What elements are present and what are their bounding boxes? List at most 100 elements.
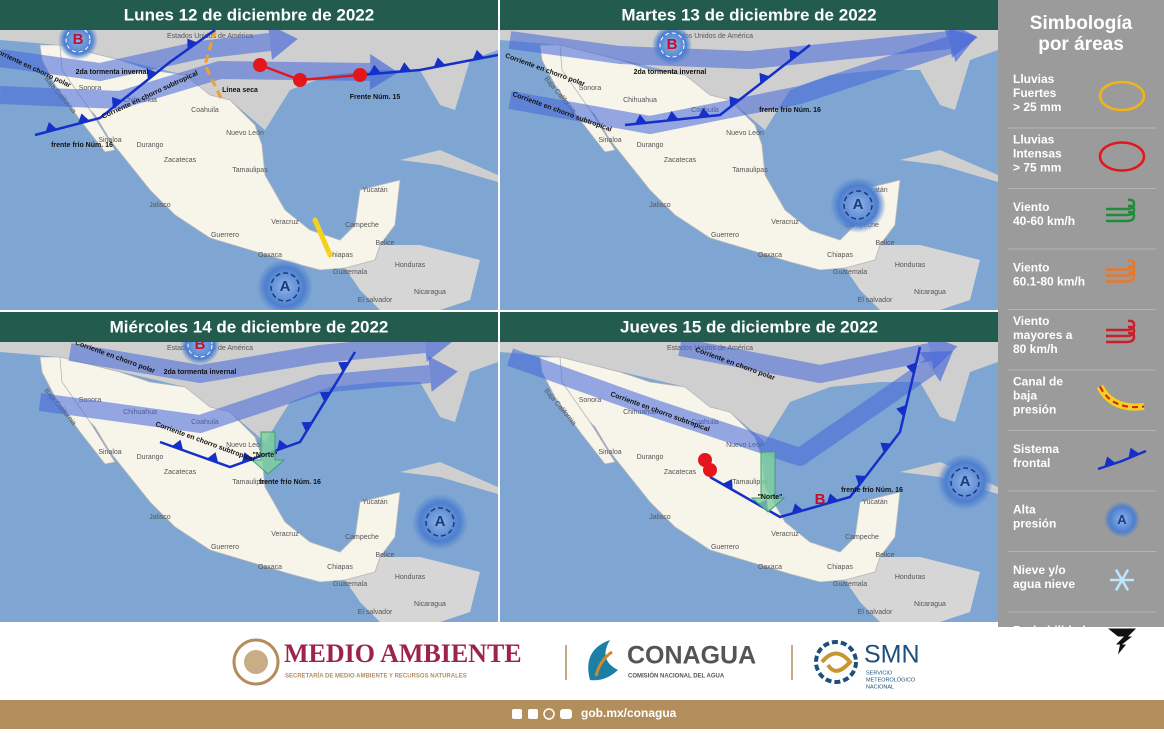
pressure-letter: B (195, 336, 206, 353)
legend-label: Viento (1013, 314, 1049, 328)
map-label: Nuevo León (726, 130, 764, 137)
annotation: frente frío Núm. 16 (759, 107, 821, 114)
us-land (0, 30, 498, 130)
panel-title: Jueves 15 de diciembre de 2022 (620, 317, 878, 336)
legend-label: Viento (1013, 200, 1049, 214)
map-label: Oaxaca (258, 252, 282, 259)
pressure-letter: A (435, 513, 446, 530)
legend-label: 40-60 km/h (1013, 214, 1075, 228)
legend-label: Probabilidad (1013, 624, 1086, 638)
map-label: Guatemala (833, 581, 867, 588)
front-triangle (472, 49, 485, 60)
front-triangle (369, 64, 381, 75)
map-label: Yucatán (862, 499, 887, 506)
social-icons (512, 708, 572, 720)
front-triangle (698, 107, 711, 118)
land (400, 150, 498, 182)
map-label: Guerrero (211, 232, 239, 239)
footer-url: gob.mx/conagua (581, 706, 677, 720)
map-label: Durango (137, 142, 164, 149)
wind-icon (1106, 331, 1136, 344)
front-triangle (301, 421, 313, 433)
semarnat-sub: SECRETARÍA DE MEDIO AMBIENTE Y RECURSOS … (285, 672, 467, 680)
annotation: 2da tormenta invernal (634, 69, 707, 76)
panel-title-bar (500, 312, 998, 342)
front-triangle (77, 113, 90, 124)
smn-sub: SERVICIO (866, 670, 893, 676)
conagua-name: CONAGUA (627, 642, 756, 670)
map-label: Nicaragua (914, 289, 946, 296)
map-label: Belice (375, 552, 394, 559)
map-label: Zacatecas (164, 157, 197, 164)
jet-stream (68, 342, 426, 383)
legend-label: presión (1013, 517, 1056, 531)
front-triangle (433, 57, 446, 68)
map-label: Nicaragua (414, 601, 446, 608)
legend-label: mayores a (1013, 328, 1073, 342)
panel-title: Martes 13 de diciembre de 2022 (621, 5, 876, 24)
front-triangle (319, 391, 331, 403)
baja (539, 44, 616, 153)
legend-label: Alta (1013, 503, 1036, 517)
annotation: frente frío Núm. 16 (259, 479, 321, 486)
high-pressure-ring (950, 467, 980, 497)
map-label: Sonora (579, 85, 602, 92)
legend-label: Fuertes (1013, 86, 1057, 100)
map-label: Oaxaca (258, 564, 282, 571)
front-triangle (146, 68, 158, 80)
legend-label: > 75 mm (1013, 161, 1061, 175)
front-triangle (187, 38, 198, 50)
legend-label: de tornados (1013, 638, 1082, 652)
map-label: Estados Unidos de América (167, 33, 253, 40)
warm-front-bump (253, 58, 267, 72)
front-triangle (111, 96, 123, 108)
front-triangle (906, 362, 917, 375)
legend-label: frontal (1013, 456, 1050, 470)
cold-front (359, 53, 498, 77)
conagua-sub: COMISIÓN NACIONAL DEL AGUA (628, 672, 725, 680)
jet-arrowhead (919, 351, 954, 382)
icon-trough-dash (1099, 386, 1145, 409)
icon-snow (1114, 568, 1130, 592)
map-label: Belice (875, 552, 894, 559)
jet-stream (678, 342, 932, 383)
footer (0, 627, 1164, 700)
jet-arrowhead (944, 30, 977, 63)
norte-arrow (750, 451, 786, 513)
map-label: Zacatecas (164, 469, 197, 476)
land (345, 557, 480, 622)
icon-high (1104, 501, 1140, 538)
map-label: Durango (637, 142, 664, 149)
high-pressure-ring (270, 272, 300, 302)
pressure-letter: A (280, 278, 291, 295)
smn-name: SMN (864, 641, 920, 669)
legend-label: Viento (1013, 261, 1049, 275)
map-label: Tamaulipas (232, 479, 268, 486)
front-triangle (1128, 447, 1140, 459)
map-label: Honduras (395, 262, 426, 269)
map-label: Veracruz (771, 531, 799, 538)
smn-sub: NACIONAL (866, 684, 894, 690)
front-triangle (880, 442, 892, 454)
map-label: Belice (875, 240, 894, 247)
map-label: Zacatecas (664, 469, 697, 476)
map-label: Durango (137, 454, 164, 461)
front-triangle (171, 439, 184, 451)
map-label: Yucatán (362, 499, 387, 506)
pressure-letter: B (667, 36, 678, 53)
front-triangle (634, 114, 647, 124)
pressure-letter: A (853, 196, 864, 213)
front-triangle (791, 503, 804, 514)
high-pressure-ring (425, 507, 455, 537)
map-label: Sonora (79, 85, 102, 92)
map-label: Oaxaca (758, 564, 782, 571)
low-pressure (180, 342, 220, 365)
annotation: "Norte" (253, 452, 278, 459)
map-label: Campeche (345, 222, 379, 229)
land (845, 245, 980, 310)
